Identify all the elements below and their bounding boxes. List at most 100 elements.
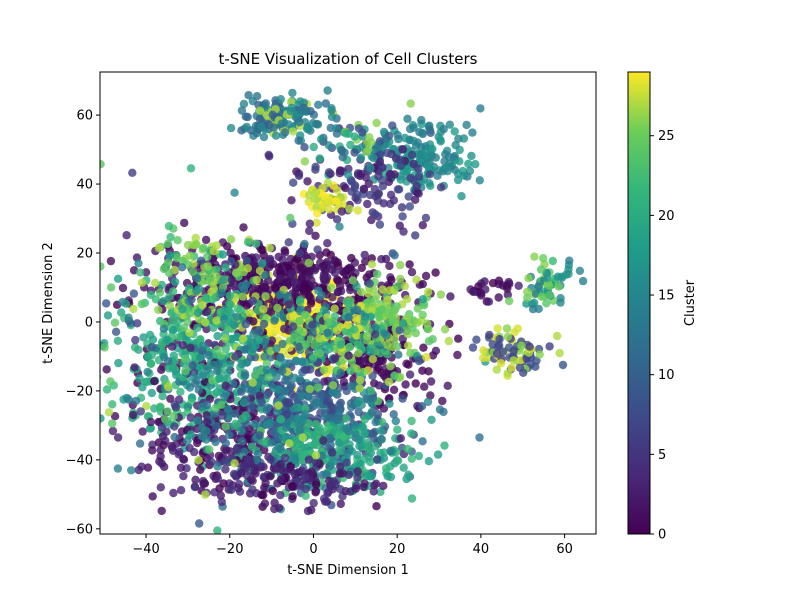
data-point (273, 359, 283, 368)
data-point (202, 400, 211, 410)
data-point (163, 239, 173, 249)
data-point (114, 358, 123, 368)
data-point (226, 300, 235, 309)
data-point (413, 318, 422, 327)
data-point (338, 153, 347, 162)
data-point (202, 426, 211, 436)
data-point (373, 140, 382, 150)
data-point (407, 150, 417, 160)
data-point (196, 465, 205, 474)
data-point (414, 172, 424, 181)
data-point (418, 221, 427, 230)
data-point (260, 282, 269, 292)
data-point (124, 313, 133, 322)
data-point (312, 458, 321, 467)
data-point (186, 430, 196, 439)
data-point (204, 351, 213, 360)
data-point (298, 416, 307, 426)
data-point (288, 127, 298, 136)
data-point (425, 179, 434, 188)
data-point (118, 297, 127, 307)
data-point (362, 147, 371, 156)
data-point (548, 256, 557, 266)
data-point (330, 312, 340, 321)
data-point (221, 344, 230, 354)
data-point (272, 344, 281, 353)
data-point (379, 454, 389, 463)
data-point (231, 352, 240, 361)
data-point (147, 388, 156, 398)
data-point (353, 473, 362, 482)
data-point (199, 479, 208, 488)
data-point (146, 359, 155, 368)
data-point (323, 328, 332, 337)
data-point (313, 441, 322, 450)
data-point (418, 437, 427, 446)
data-point (221, 263, 230, 272)
data-point (467, 151, 476, 161)
data-point (286, 213, 295, 223)
data-point (418, 295, 427, 304)
data-point (366, 386, 376, 396)
data-point (276, 415, 286, 424)
data-point (165, 251, 174, 260)
data-point (341, 424, 350, 433)
data-point (319, 273, 328, 282)
data-point (122, 393, 131, 403)
data-point (395, 221, 404, 230)
data-point (344, 299, 353, 308)
data-point (553, 272, 562, 281)
data-point (421, 271, 431, 281)
data-point (539, 254, 548, 263)
data-point (193, 438, 202, 448)
data-point (365, 270, 374, 279)
data-point (239, 462, 248, 471)
data-point (344, 313, 353, 322)
colorbar-label: Cluster (683, 279, 698, 326)
data-point (217, 497, 226, 507)
data-point (472, 335, 481, 344)
data-point (404, 192, 413, 201)
data-point (158, 392, 167, 401)
data-point (266, 472, 275, 481)
data-point (143, 367, 152, 377)
data-point (179, 454, 188, 464)
data-point (446, 292, 455, 301)
data-point (259, 319, 269, 329)
data-point (396, 274, 405, 284)
data-point (213, 331, 222, 341)
data-point (308, 119, 318, 128)
data-point (187, 295, 196, 304)
data-point (298, 267, 307, 276)
data-point (288, 88, 297, 98)
data-point (371, 330, 380, 339)
data-point (357, 263, 366, 273)
data-point (212, 316, 221, 325)
colorbar-tick-label: 10 (658, 368, 675, 383)
data-point (266, 455, 275, 464)
data-point (243, 264, 252, 273)
data-point (301, 491, 310, 500)
data-point (398, 319, 408, 328)
data-point (399, 463, 408, 472)
data-point (427, 415, 436, 424)
data-point (242, 358, 251, 367)
data-point (404, 360, 413, 369)
data-point (285, 439, 294, 448)
data-point (311, 451, 321, 460)
data-point (353, 451, 362, 460)
data-point (218, 411, 227, 420)
data-point (498, 347, 508, 356)
data-point (375, 312, 384, 322)
data-point (247, 442, 257, 451)
data-point (300, 143, 309, 152)
data-point (264, 120, 274, 130)
data-point (383, 472, 392, 481)
data-point (241, 280, 251, 289)
data-point (387, 275, 396, 285)
data-point (337, 207, 346, 216)
data-point (344, 470, 354, 480)
x-axis-ticks: −40 −20 0 20 40 60 (132, 534, 573, 557)
data-point (373, 269, 382, 279)
data-point (276, 353, 285, 362)
